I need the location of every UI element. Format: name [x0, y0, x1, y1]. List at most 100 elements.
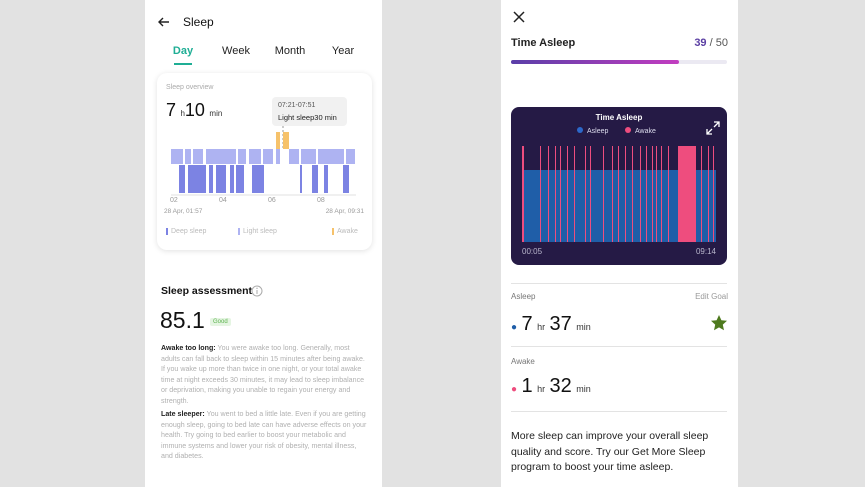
time-start: 00:05	[522, 247, 543, 256]
message: More sleep can improve your overall slee…	[511, 430, 709, 473]
tooltip-stage: Light sleep	[278, 113, 315, 122]
chart-title: Time Asleep	[595, 113, 643, 122]
bullet: ●	[511, 322, 518, 333]
tab[interactable]: Week	[222, 45, 250, 57]
decoration	[540, 146, 541, 242]
overview-card: Sleep overview 7 h10 min 07:21-07:51 Lig…	[157, 73, 372, 250]
note: Late sleeper: You went to bed a little l…	[161, 409, 367, 462]
divider	[511, 411, 727, 412]
decoration	[632, 146, 633, 242]
score-ratio: 39 / 50	[694, 37, 728, 49]
x-label: 06	[268, 197, 276, 204]
decoration	[585, 146, 586, 242]
decoration	[708, 146, 709, 242]
decoration	[193, 149, 203, 164]
hours: 7	[166, 100, 177, 120]
decoration	[640, 146, 641, 242]
back-button[interactable]	[157, 15, 171, 29]
decoration	[618, 146, 619, 242]
decoration	[548, 146, 549, 242]
decoration	[560, 146, 561, 242]
x-label: 08	[317, 197, 325, 204]
decoration	[256, 287, 258, 289]
decoration	[301, 149, 316, 164]
divider	[511, 283, 727, 284]
close-button[interactable]	[513, 11, 525, 23]
unit: h	[180, 109, 185, 118]
asleep-duration: ● 7 hr 37 min	[511, 313, 591, 336]
decoration	[513, 11, 525, 23]
hours: 1	[521, 375, 533, 397]
decoration	[300, 165, 302, 193]
decoration	[574, 146, 575, 242]
decoration	[668, 146, 669, 242]
unit: hr	[537, 322, 546, 332]
bullet: ●	[511, 384, 518, 395]
note-text: You were awake too long. Generally, most…	[161, 344, 365, 405]
hours: 7	[521, 313, 533, 335]
note: Awake too long: You were awake too long.…	[161, 343, 367, 407]
tooltip: 07:21-07:51 Light sleep30 min	[272, 97, 347, 126]
range-end: 28 Apr, 09:31	[325, 208, 364, 215]
tooltip-label: Light sleep30 min	[278, 113, 337, 122]
decoration	[706, 121, 720, 135]
decoration	[661, 146, 662, 242]
decoration	[209, 165, 213, 193]
decoration	[251, 285, 263, 297]
decoration	[238, 228, 240, 235]
assessment-title: Sleep assessment	[161, 285, 253, 297]
info-icon[interactable]	[251, 285, 263, 297]
score: 85.1	[160, 307, 205, 333]
decoration	[185, 149, 191, 164]
decoration	[324, 165, 328, 193]
stage-chart	[166, 126, 356, 235]
decoration	[283, 132, 289, 149]
card-title: Sleep overview	[166, 84, 214, 91]
decoration	[625, 146, 626, 242]
sleep-duration: 7 h10 min	[166, 100, 222, 121]
decoration	[332, 228, 334, 235]
legend-item: Awake	[337, 228, 358, 235]
minutes: 10	[184, 100, 205, 120]
row-label: Awake	[511, 357, 535, 366]
legend-item: Awake	[625, 127, 656, 135]
decoration	[555, 146, 556, 242]
decoration	[522, 146, 524, 242]
tab[interactable]: Month	[274, 45, 306, 57]
note-heading: Awake too long:	[161, 344, 216, 352]
expand-button[interactable]	[706, 121, 720, 135]
legend-label: Asleep	[587, 128, 609, 135]
decoration	[625, 127, 631, 133]
decoration	[312, 165, 318, 193]
decoration	[713, 146, 714, 242]
minutes: 32	[549, 375, 572, 397]
decoration	[346, 149, 355, 164]
note-heading: Late sleeper:	[161, 410, 205, 418]
row-label: Asleep	[511, 292, 536, 301]
edit-goal[interactable]: Edit Goal	[695, 292, 728, 301]
decoration	[179, 165, 185, 193]
awake-duration: ● 1 hr 32 min	[511, 375, 591, 398]
tab[interactable]: Day	[172, 45, 194, 57]
asleep-chart	[522, 146, 716, 242]
progress-fill	[511, 60, 680, 64]
decoration	[678, 146, 696, 242]
tooltip-duration: 30 min	[314, 113, 337, 122]
decoration	[249, 149, 261, 164]
chart-card: Time Asleep Asleep Awake 00:05 09:14	[511, 107, 727, 265]
decoration	[171, 149, 355, 164]
time-end: 09:14	[695, 247, 716, 256]
divider	[511, 346, 727, 347]
decoration	[238, 228, 240, 235]
goal-star	[711, 315, 727, 331]
decoration	[206, 149, 236, 164]
tab[interactable]: Year	[331, 45, 355, 57]
score: 39	[694, 37, 707, 49]
progress-track	[511, 60, 727, 64]
decoration	[289, 149, 299, 164]
left-screen: Sleep Day Week Month Year Sleep overview…	[145, 0, 382, 487]
decoration	[567, 146, 568, 242]
decoration	[318, 149, 344, 164]
section-title: Time Asleep	[511, 37, 576, 49]
